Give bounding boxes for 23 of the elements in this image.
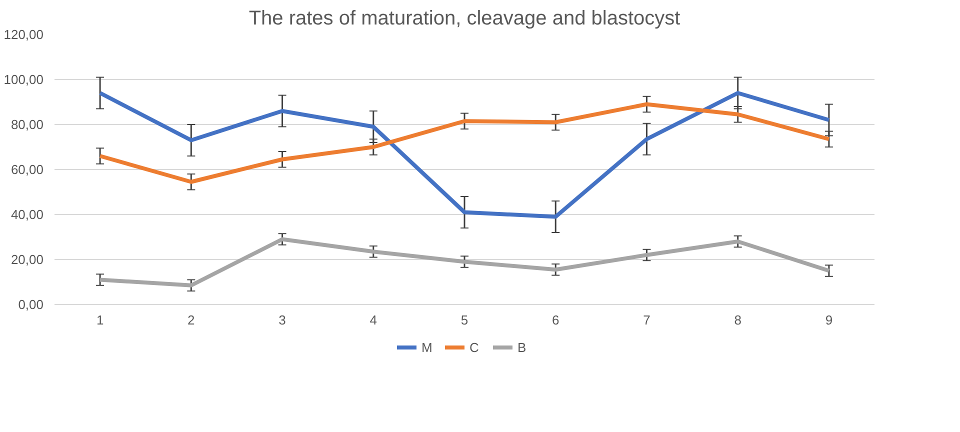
x-tick-label: 8 [734,312,742,328]
x-tick-label: 1 [96,312,104,328]
y-tick-label: 60,00 [10,162,44,177]
line-series [98,102,831,184]
line-series [98,237,831,288]
y-tick-label: 40,00 [10,207,44,222]
legend-label: M [422,340,434,354]
y-tick-label: 100,00 [4,72,44,87]
chart-title: The rates of maturation, cleavage and blastocyst [248,8,681,30]
y-tick-label: 20,00 [10,252,44,267]
y-tick-label: 120,00 [4,27,44,42]
x-tick-label: 2 [188,312,195,328]
legend-label: C [470,340,480,354]
x-tick-label: 7 [643,312,650,328]
y-tick-label: 0,00 [18,297,44,312]
x-tick-label: 9 [825,312,833,328]
x-tick-label: 3 [278,312,286,328]
y-tick-label: 80,00 [10,117,44,132]
x-tick-label: 6 [552,312,560,328]
x-tick-label: 5 [460,312,468,328]
line-series [98,91,831,219]
legend-label: B [518,340,528,354]
x-tick-label: 4 [370,312,378,328]
